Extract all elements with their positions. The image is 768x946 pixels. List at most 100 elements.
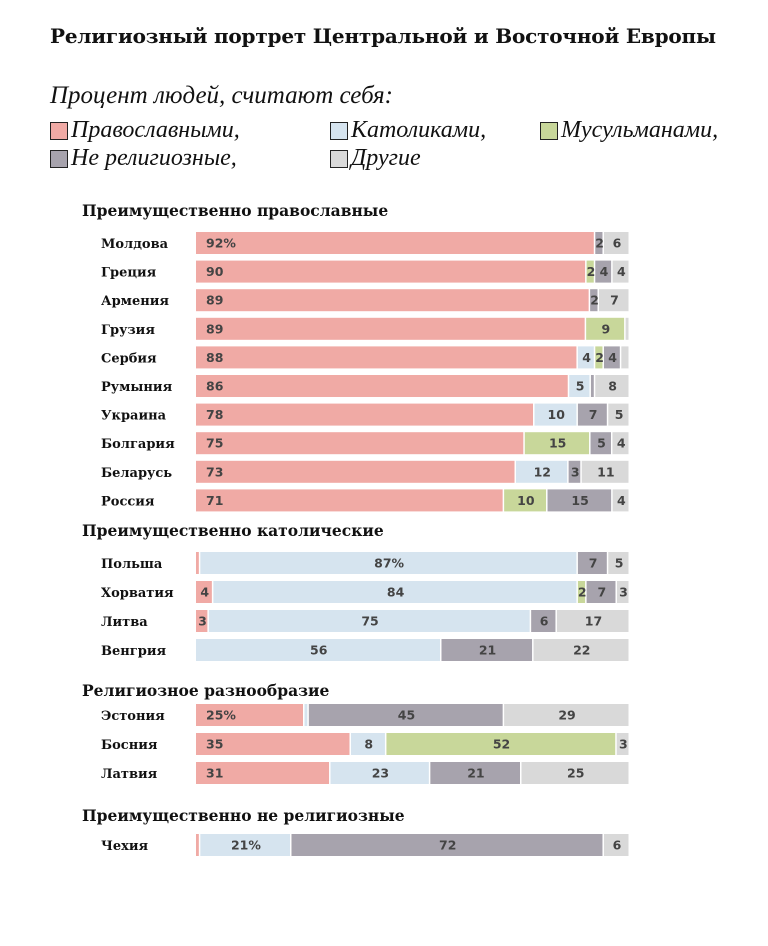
bar-segment-other (603, 834, 629, 856)
bar-segment-orthodox (196, 762, 330, 784)
bar-segment-orthodox (196, 733, 350, 755)
bar-segment-orthodox (196, 260, 586, 283)
legend-swatch-catholic (330, 121, 348, 140)
bar-segment-nonreligious (577, 403, 607, 426)
bar-value-label: 78 (206, 407, 223, 422)
bar-segment-catholic (569, 375, 590, 397)
bar-segment-nonreligious (568, 460, 581, 483)
bar-value-label: 17 (585, 614, 602, 629)
bar-value-label: 31 (206, 766, 223, 781)
country-label: Греция (101, 266, 157, 281)
legend-label-catholic: Католиками, (351, 117, 487, 143)
bar-segment-orthodox (196, 432, 524, 455)
bar-segment-other (621, 346, 629, 369)
bar-value-label: 86 (206, 379, 224, 394)
bar-value-label: 73 (206, 464, 223, 479)
legend-item-nonreligious: Не религиозные, (50, 145, 237, 172)
country-label: Украина (101, 409, 167, 424)
legend-label-nonreligious: Не религиозные, (71, 145, 237, 171)
bar-value-label: 2 (587, 264, 596, 279)
bar-value-label: 7 (589, 407, 598, 422)
bar-segment-orthodox (196, 289, 589, 312)
bar-value-label: 56 (310, 643, 328, 658)
bar-segment-orthodox (196, 581, 212, 603)
bar-value-label: 11 (597, 464, 614, 479)
country-label: Чехия (101, 839, 149, 854)
bar-value-label: 2 (595, 350, 604, 365)
bar-value-label: 7 (597, 585, 606, 600)
country-label: Румыния (101, 380, 173, 395)
bar-value-label: 7 (589, 556, 598, 571)
legend-item-muslim: Мусульманами, (540, 117, 718, 144)
legend-swatch-muslim (540, 121, 558, 140)
bar-segment-other (504, 704, 629, 726)
bar-value-label: 8 (364, 737, 373, 752)
bar-segment-nonreligious (577, 552, 607, 574)
group-title-2: Преимущественно католические (82, 521, 384, 540)
bar-segment-nonreligious (547, 489, 612, 512)
group-title-3: Религиозное разнообразие (82, 681, 330, 700)
bar-segment-nonreligious (603, 346, 620, 369)
bar-segment-catholic (330, 762, 429, 784)
bar-value-label: 4 (582, 350, 591, 365)
bar-segment-nonreligious (595, 260, 612, 283)
bar-segment-muslim (586, 317, 625, 340)
legend-label-other: Другие (351, 145, 421, 171)
bar-value-label: 2 (595, 236, 604, 251)
bar-value-label: 6 (613, 236, 622, 251)
bar-value-label: 23 (372, 766, 389, 781)
bar-value-label: 21 (479, 643, 496, 658)
bar-segment-catholic (516, 460, 568, 483)
bar-segment-other (581, 460, 629, 483)
bar-segment-other (556, 610, 629, 632)
legend-label-orthodox: Православными, (71, 117, 240, 143)
bar-value-label: 15 (571, 493, 588, 508)
country-label: Венгрия (101, 644, 166, 659)
bar-segment-other (608, 552, 629, 574)
bar-segment-orthodox (196, 834, 199, 856)
bar-segment-nonreligious (441, 639, 533, 661)
bar-segment-catholic (213, 581, 577, 603)
chart-title: Религиозный портрет Центральной и Восточ… (50, 24, 716, 48)
bar-value-label: 3 (198, 614, 207, 629)
bar-segment-nonreligious (291, 834, 603, 856)
bar-value-label: 12 (534, 464, 551, 479)
bar-segment-muslim (524, 432, 590, 455)
bar-value-label: 75 (206, 436, 223, 451)
bar-segment-nonreligious (590, 375, 594, 397)
bar-segment-orthodox (196, 375, 568, 397)
legend-item-catholic: Католиками, (330, 117, 486, 144)
bar-segment-other (521, 762, 629, 784)
country-label: Беларусь (101, 466, 172, 481)
bar-segment-nonreligious (590, 289, 598, 312)
country-label: Грузия (101, 323, 155, 338)
bar-value-label: 25% (206, 708, 236, 723)
group-title-1: Преимущественно православные (82, 201, 388, 220)
bar-value-label: 15 (549, 436, 566, 451)
bar-segment-muslim (386, 733, 616, 755)
bar-segment-nonreligious (590, 432, 611, 455)
bar-segment-other (612, 489, 629, 512)
country-label: Латвия (101, 767, 158, 782)
bar-value-label: 4 (617, 264, 626, 279)
bar-segment-muslim (504, 489, 547, 512)
bar-segment-nonreligious (531, 610, 556, 632)
bar-segment-orthodox (196, 704, 303, 726)
bar-value-label: 71 (206, 493, 223, 508)
bar-segment-other (608, 403, 629, 426)
bar-segment-catholic (304, 704, 308, 726)
chart-subtitle: Процент людей, считают себя: (50, 82, 393, 109)
bar-value-label: 88 (206, 350, 223, 365)
country-label: Молдова (101, 237, 169, 252)
bar-segment-orthodox (196, 232, 594, 254)
bar-value-label: 87% (374, 556, 404, 571)
bar-segment-orthodox (196, 317, 585, 340)
bar-value-label: 72 (439, 838, 456, 853)
bar-value-label: 3 (571, 464, 580, 479)
bar-value-label: 75 (361, 614, 378, 629)
bar-segment-orthodox (196, 403, 534, 426)
country-label: Россия (101, 494, 155, 509)
country-label: Болгария (101, 437, 175, 452)
bar-segment-other (603, 232, 629, 254)
bar-segment-catholic (577, 346, 594, 369)
